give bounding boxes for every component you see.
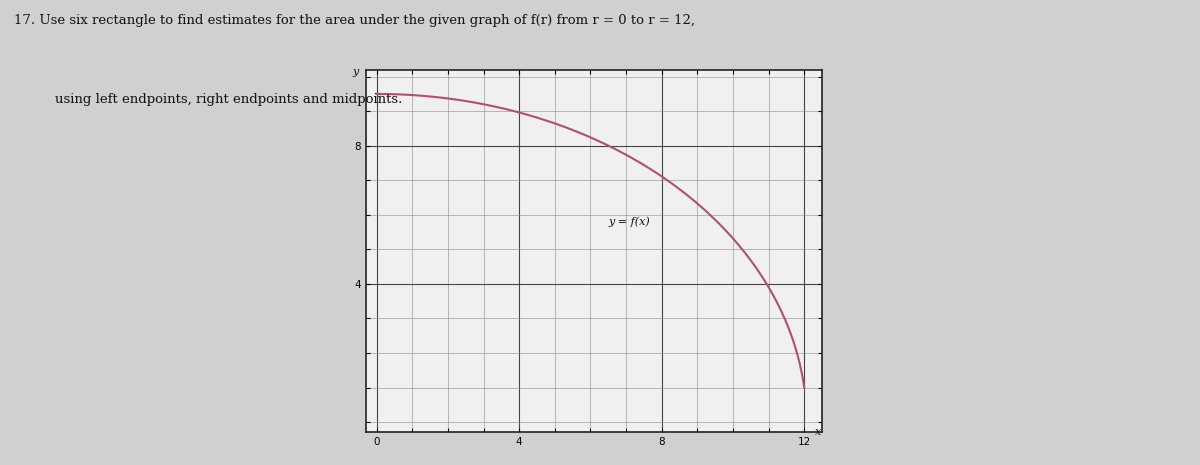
Text: using left endpoints, right endpoints and midpoints.: using left endpoints, right endpoints an…: [55, 93, 402, 106]
Text: 17. Use six rectangle to find estimates for the area under the given graph of f(: 17. Use six rectangle to find estimates …: [14, 14, 696, 27]
Text: x: x: [815, 427, 821, 437]
Text: y = f(x): y = f(x): [608, 216, 650, 227]
Text: y: y: [353, 66, 359, 77]
